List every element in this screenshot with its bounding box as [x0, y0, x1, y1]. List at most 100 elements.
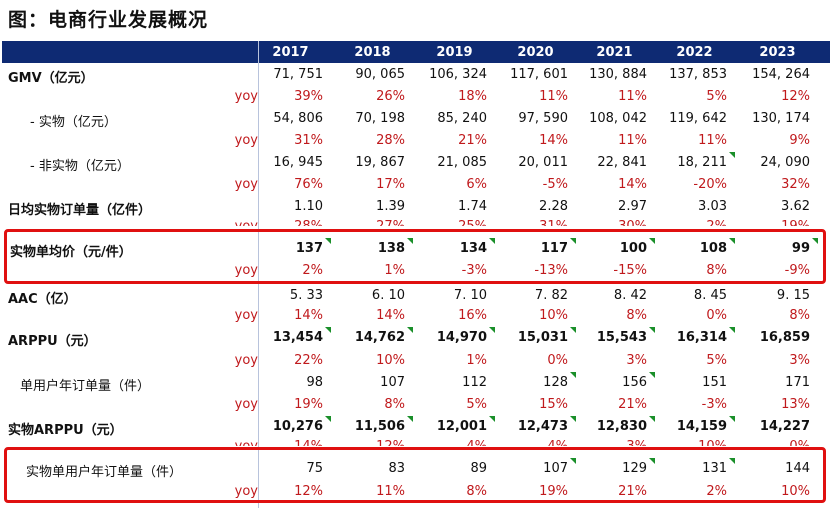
table-cell: 137: [295, 241, 323, 256]
row-label: GMV（亿元）: [8, 71, 94, 86]
table-cell: 14%: [618, 177, 647, 192]
comment-marker-icon: [649, 372, 655, 378]
yoy-label: yoy: [234, 308, 258, 323]
year-header-2023: 2023: [759, 45, 796, 60]
yoy-label: yoy: [234, 353, 258, 368]
comment-marker-icon: [649, 416, 655, 422]
table-cell: 30%: [583, 219, 647, 226]
comment-marker-icon: [729, 327, 735, 333]
table-cell: 85, 240: [437, 111, 487, 126]
table-cell: 156: [622, 375, 647, 390]
table-cell: 15,031: [517, 330, 568, 345]
table-cell: 1.39: [376, 199, 405, 214]
yoy-label: yoy: [234, 263, 258, 278]
table-cell: 2.97: [618, 199, 647, 214]
comment-marker-icon: [729, 416, 735, 422]
table-cell: 8. 42: [613, 288, 647, 303]
table-cell: -9%: [784, 263, 810, 278]
yoy-label: yoy: [234, 133, 258, 148]
comment-marker-icon: [570, 458, 576, 464]
table-cell: 1%: [384, 263, 405, 278]
table-cell: 19%: [746, 219, 810, 226]
comment-marker-icon: [570, 238, 576, 244]
table-cell: 171: [785, 375, 810, 390]
comment-marker-icon: [489, 327, 495, 333]
yoy-row: yoy 19% 8% 5% 15% 21% -3% 13%: [0, 394, 830, 416]
comment-marker-icon: [325, 327, 331, 333]
table-cell: 0%: [746, 439, 810, 446]
table-row: 实物ARPPU（元） 10,276 11,506 12,001 12,473 12,830…: [0, 416, 830, 438]
table-cell: -15%: [613, 263, 647, 278]
table-cell: 134: [459, 241, 487, 256]
table-cell: 18, 211: [677, 155, 727, 170]
table-row: - 实物（亿元） 54, 806 70, 198 85, 240 97, 590 108,…: [0, 108, 830, 130]
yoy-row: yoy 39% 26% 18% 11% 11% 5% 12%: [0, 86, 830, 108]
table-cell: 14,227: [759, 419, 810, 434]
comment-marker-icon: [812, 238, 818, 244]
table-cell: 16,859: [759, 330, 810, 345]
table-cell: -3%: [701, 397, 727, 412]
table-row: 实物单用户年订单量（件） 75 83 89 107 129 131 144: [0, 458, 830, 480]
table-cell: 28%: [259, 219, 323, 226]
table-cell: 0%: [706, 308, 727, 323]
table-cell: 11%: [618, 133, 647, 148]
table-cell: 107: [543, 461, 568, 476]
table-cell: 16%: [458, 308, 487, 323]
table-cell: 12,001: [436, 419, 487, 434]
table-cell: 138: [377, 241, 405, 256]
table-row: AAC（亿） 5. 33 6. 10 7. 10 7. 82 8. 42 8. 45 9. 1…: [0, 285, 830, 307]
comment-marker-icon: [570, 372, 576, 378]
yoy-label: yoy: [234, 177, 258, 192]
comment-marker-icon: [570, 327, 576, 333]
table-cell: -5%: [542, 177, 568, 192]
table-cell: 76%: [294, 177, 323, 192]
table-cell: 154, 264: [752, 67, 810, 82]
table-cell: 31%: [294, 133, 323, 148]
table-cell: 16,314: [676, 330, 727, 345]
comment-marker-icon: [729, 458, 735, 464]
highlight-box-avg-price: [4, 229, 826, 284]
table-cell: 7. 82: [534, 288, 568, 303]
table-cell: 22%: [294, 353, 323, 368]
year-header-2022: 2022: [676, 45, 713, 60]
comment-marker-icon: [649, 458, 655, 464]
comment-marker-icon: [649, 327, 655, 333]
comment-marker-icon: [407, 416, 413, 422]
table-cell: 26%: [376, 89, 405, 104]
table-cell: 15,543: [596, 330, 647, 345]
table-cell: 8. 45: [693, 288, 727, 303]
table-cell: 2%: [706, 484, 727, 499]
table-cell: 22, 841: [597, 155, 647, 170]
table-cell: -3%: [461, 263, 487, 278]
table-cell: 32%: [781, 177, 810, 192]
table-cell: 10%: [781, 484, 810, 499]
table-cell: 5. 33: [289, 288, 323, 303]
table-cell: 12,473: [517, 419, 568, 434]
table-cell: 10,276: [272, 419, 323, 434]
table-cell: 16, 945: [273, 155, 323, 170]
table-row: 单用户年订单量（件） 98 107 112 128 156 151 171: [0, 372, 830, 394]
table-cell: 5%: [706, 89, 727, 104]
table-cell: 106, 324: [429, 67, 487, 82]
table-cell: 14%: [376, 308, 405, 323]
table-cell: 5%: [706, 353, 727, 368]
table-cell: 89: [470, 461, 487, 476]
year-header-2017: 2017: [272, 45, 309, 60]
yoy-row: yoy 12% 11% 8% 19% 21% 2% 10%: [0, 481, 830, 503]
table-cell: 14,762: [354, 330, 405, 345]
row-label: - 非实物（亿元）: [30, 159, 130, 174]
table-cell: 21%: [618, 484, 647, 499]
table-cell: 9. 15: [776, 288, 810, 303]
table-cell: 28%: [376, 133, 405, 148]
table-cell: 3.62: [781, 199, 810, 214]
table-cell: 9%: [789, 133, 810, 148]
row-label: AAC（亿）: [8, 292, 77, 307]
table-cell: 10%: [376, 353, 405, 368]
table-cell: 14%: [259, 439, 323, 446]
table-cell: 151: [702, 375, 727, 390]
table-row: - 非实物（亿元） 16, 945 19, 867 21, 085 20, 011 22,…: [0, 152, 830, 174]
comment-marker-icon: [570, 416, 576, 422]
table-cell: 12%: [781, 89, 810, 104]
table-cell: 3%: [583, 439, 647, 446]
